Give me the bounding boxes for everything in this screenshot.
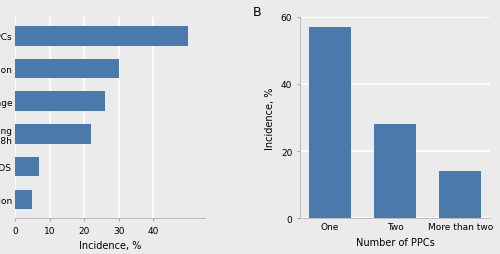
Bar xyxy=(15,157,39,177)
X-axis label: Incidence, %: Incidence, % xyxy=(79,241,141,250)
Bar xyxy=(439,172,482,218)
Bar xyxy=(374,125,416,218)
Bar xyxy=(15,59,118,79)
Bar xyxy=(15,190,32,209)
Y-axis label: Incidence, %: Incidence, % xyxy=(266,87,276,149)
Bar xyxy=(15,125,91,144)
Bar xyxy=(308,28,351,218)
Bar xyxy=(15,92,105,112)
X-axis label: Number of PPCs: Number of PPCs xyxy=(356,237,434,247)
Bar xyxy=(15,27,188,46)
Text: B: B xyxy=(252,6,261,19)
